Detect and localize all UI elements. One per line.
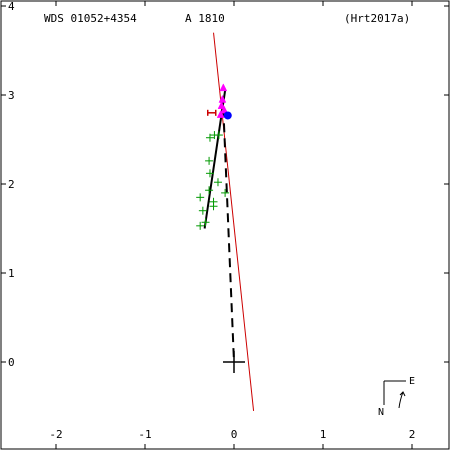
fit-lines bbox=[203, 32, 255, 412]
x-tick-label: -2 bbox=[49, 428, 62, 441]
observation-points bbox=[196, 83, 245, 373]
speckle-point bbox=[217, 101, 226, 109]
speckle-point bbox=[220, 105, 229, 114]
y-tick-label: 1 bbox=[8, 267, 15, 280]
motion-arrow-icon bbox=[398, 391, 406, 409]
micrometer-point bbox=[205, 156, 214, 165]
speckle-point bbox=[216, 110, 225, 118]
micrometer-point bbox=[196, 193, 205, 202]
line-of-nodes bbox=[213, 32, 255, 412]
wds-id: WDS 01052+4354 bbox=[44, 12, 137, 25]
compass: E N bbox=[378, 376, 415, 418]
micrometer-point bbox=[221, 188, 230, 197]
x-tick-label: -1 bbox=[138, 428, 151, 441]
micrometer-point bbox=[213, 178, 222, 187]
compass-east-label: E bbox=[409, 376, 415, 387]
micrometer-point bbox=[201, 218, 210, 227]
y-tick-label: 4 bbox=[8, 0, 15, 13]
interferometric-point bbox=[207, 109, 217, 116]
micrometer-point bbox=[205, 133, 214, 142]
compass-north-label: N bbox=[378, 407, 384, 418]
y-tick-label: 3 bbox=[8, 89, 15, 102]
x-tick-label: 1 bbox=[320, 428, 327, 441]
last-observation-point bbox=[223, 111, 232, 120]
micrometer-point bbox=[198, 206, 207, 215]
speckle-point bbox=[218, 94, 227, 103]
micrometer-point bbox=[214, 131, 223, 140]
x-tick-label: 0 bbox=[231, 428, 238, 441]
micrometer-point bbox=[205, 169, 214, 178]
micrometer-point bbox=[205, 186, 214, 195]
component-label: A 1810 bbox=[185, 12, 225, 25]
reference-label: (Hrt2017a) bbox=[344, 12, 410, 25]
micrometer-point bbox=[209, 202, 218, 211]
y-tick-label: 2 bbox=[8, 178, 15, 191]
x-tick-label: 2 bbox=[409, 428, 416, 441]
y-tick-label: 0 bbox=[8, 356, 15, 369]
micrometer-point bbox=[196, 221, 205, 230]
speckle-point bbox=[219, 83, 228, 92]
dashed-connector bbox=[222, 108, 235, 363]
